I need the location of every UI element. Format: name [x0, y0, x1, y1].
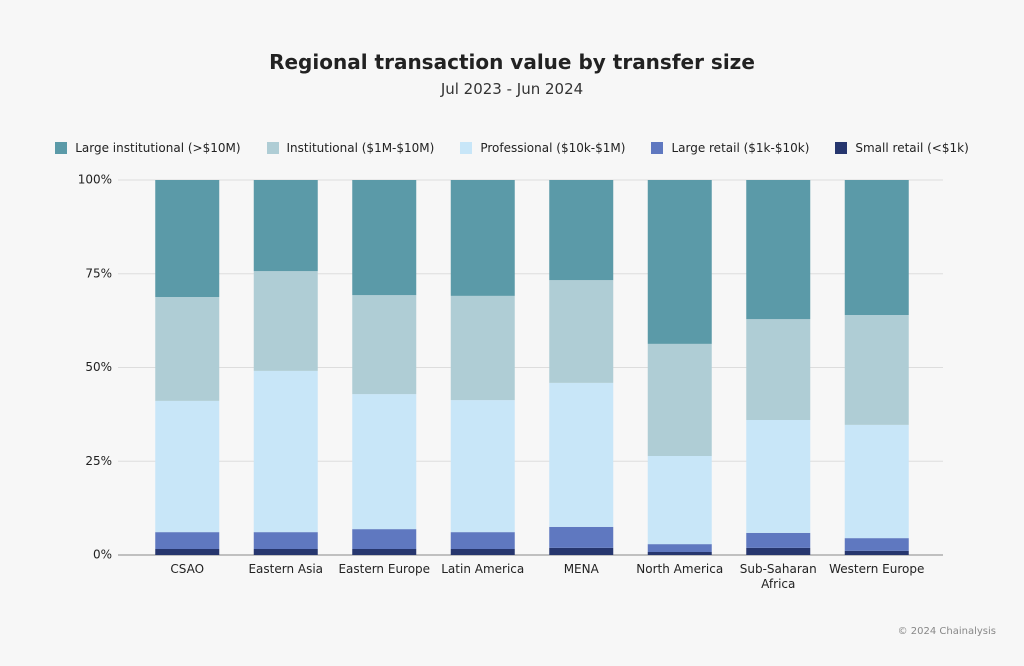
bar-segment — [352, 180, 417, 296]
bar-segment — [450, 295, 515, 401]
chart-title: Regional transaction value by transfer s… — [269, 50, 755, 74]
legend-swatch — [835, 142, 848, 154]
x-tick-label: Eastern Asia — [248, 562, 324, 576]
bar-segment — [647, 552, 712, 555]
bar-segment — [844, 550, 909, 555]
bar-segment — [155, 549, 220, 555]
bar-segment — [352, 529, 417, 549]
legend-item: Institutional ($1M-$10M) — [266, 141, 435, 155]
legend: Large institutional (>$10M) Institutional… — [0, 141, 1024, 155]
bar-segment — [549, 547, 614, 555]
bar-segment — [155, 180, 220, 297]
bar-segment — [450, 400, 515, 533]
legend-item: Large institutional (>$10M) — [55, 141, 241, 155]
bar-segment — [746, 532, 811, 548]
bar-segment — [450, 180, 515, 296]
bar-segment — [844, 315, 909, 425]
bar-segment — [746, 420, 811, 533]
legend-label: Institutional ($1M-$10M) — [286, 141, 435, 155]
legend-label: Professional ($10k-$1M) — [480, 141, 626, 155]
legend-label: Large institutional (>$10M) — [75, 141, 241, 155]
x-tick-label: Eastern Europe — [338, 562, 431, 576]
x-tick-label: North America — [636, 562, 724, 576]
bar-segment — [844, 424, 909, 539]
bar-segment — [746, 547, 811, 555]
bar-segment — [253, 180, 318, 272]
bar-segment — [647, 544, 712, 552]
legend-label: Large retail ($1k-$10k) — [671, 141, 810, 155]
bar-segment — [549, 526, 614, 548]
bar-segment — [844, 180, 909, 315]
bar-segment — [253, 370, 318, 533]
legend-swatch — [651, 142, 664, 154]
bar-segment — [746, 180, 811, 320]
bar-segment — [253, 271, 318, 371]
bar-segment — [253, 532, 318, 549]
bar-segment — [450, 532, 515, 549]
x-tick-label: CSAO — [170, 562, 205, 576]
bar-segment — [155, 400, 220, 533]
bar-segment — [450, 549, 515, 555]
x-tick-label: Sub-Saharan Africa — [739, 562, 817, 591]
legend-swatch — [460, 142, 473, 154]
bar-segment — [647, 456, 712, 545]
bar-segment — [549, 180, 614, 281]
bar-segment — [253, 549, 318, 555]
bar-segment — [647, 180, 712, 344]
y-tick-label: 75% — [85, 266, 112, 280]
footer: © 2024 Chainalysis — [897, 626, 996, 637]
legend-item: Large retail ($1k-$10k) — [651, 141, 809, 155]
legend-item: Professional ($10k-$1M) — [460, 141, 625, 155]
y-tick-label: 50% — [85, 360, 112, 374]
bar-segment — [155, 532, 220, 549]
bar-segment — [352, 295, 417, 395]
bar-segment — [549, 280, 614, 383]
x-tick-label: Western Europe — [829, 562, 925, 576]
bar-segment — [352, 394, 417, 530]
y-tick-label: 0% — [93, 548, 112, 562]
bar-segment — [155, 297, 220, 401]
bar-segment — [844, 538, 909, 551]
legend-label: Small retail (<$1k) — [855, 141, 969, 155]
legend-swatch — [55, 142, 68, 154]
bar-segment — [549, 382, 614, 527]
bar-segment — [352, 549, 417, 555]
bar-segment — [746, 319, 811, 420]
y-tick-label: 25% — [85, 454, 112, 468]
y-tick-label: 100% — [78, 173, 112, 187]
x-tick-label: Latin America — [441, 562, 525, 576]
legend-item: Small retail (<$1k) — [835, 141, 969, 155]
legend-swatch — [266, 142, 279, 154]
x-tick-label: MENA — [563, 562, 599, 576]
bar-segment — [647, 343, 712, 456]
chart-subtitle: Jul 2023 - Jun 2024 — [440, 80, 584, 98]
